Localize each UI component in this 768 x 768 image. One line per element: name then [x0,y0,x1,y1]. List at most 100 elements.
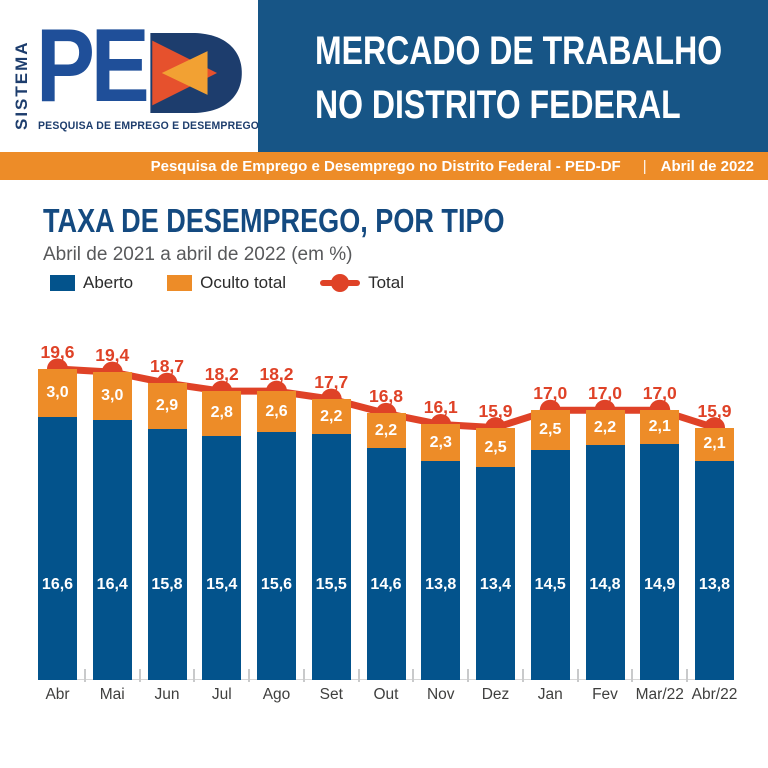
bar-aberto-Abr/22 [695,460,734,680]
bar-aberto-Jul [202,435,242,680]
value-label-aberto-Nov: 13,8 [425,576,457,593]
bar-oculto-Mai [92,372,132,420]
banner-strip: Pesquisa de Emprego e Desemprego no Dist… [0,152,768,180]
value-label-aberto-Abr/22: 13,8 [698,576,731,593]
x-axis-label-Jun: Jun [154,686,180,703]
bar-oculto-Mar/22 [640,410,680,444]
value-label-aberto-Jan: 14,5 [534,576,566,593]
value-label-total-Nov: 16,1 [423,397,458,418]
bar-oculto-Ago [257,391,296,433]
x-axis-label-Mar/22: Mar/22 [635,686,684,703]
header-title-line1: MERCADO DE TRABALHO [315,29,723,73]
value-label-total-Fev: 17,0 [587,383,623,404]
value-label-total-Abr/22: 15,9 [697,400,732,421]
x-axis-label-Mai: Mai [99,686,125,703]
value-label-oculto-Nov: 2,3 [429,433,452,451]
value-label-aberto-Abr: 16,6 [41,576,74,593]
value-label-total-Mai: 19,4 [95,345,130,366]
value-label-oculto-Jun: 2,9 [155,397,179,415]
x-axis-tick [83,669,86,682]
bar-oculto-Jul [202,391,242,436]
x-axis-label-Fev: Fev [592,686,618,703]
x-axis-tick [248,669,251,682]
bar-oculto-Jan [530,410,570,450]
legend-item-total: Total [320,273,404,293]
value-label-oculto-Out: 2,2 [374,421,398,439]
legend-item-aberto: Aberto [50,273,133,293]
bar-aberto-Nov [421,460,461,680]
bar-oculto-Abr [38,368,77,417]
legend-line-dot-icon [320,274,361,292]
logo-sistema-text: SISTEMA [12,40,31,130]
bar-oculto-Set [311,399,351,434]
banner-text: Pesquisa de Emprego e Desemprego no Dist… [150,157,621,175]
value-label-total-Dez: 15,9 [478,400,513,421]
bar-aberto-Jan [530,449,570,680]
bar-oculto-Abr/22 [695,427,734,461]
x-axis-label-Ago: Ago [262,686,291,703]
value-label-oculto-Jan: 2,5 [539,421,562,439]
value-label-aberto-Mar/22: 14,9 [644,576,676,593]
value-label-aberto-Mai: 16,4 [96,576,128,593]
legend-label-total: Total [368,273,405,292]
banner-separator: | [642,157,647,175]
header-title-line2: NO DISTRITO FEDERAL [315,83,681,127]
value-label-oculto-Abr/22: 2,1 [703,435,726,453]
value-label-total-Ago: 18,2 [259,364,294,385]
value-label-oculto-Abr: 3,0 [46,383,69,401]
x-axis-label-Abr: Abr [45,686,70,703]
value-label-oculto-Mai: 3,0 [101,386,124,404]
x-axis-label-Set: Set [319,686,343,703]
x-axis-label-Out: Out [373,686,399,703]
value-label-total-Set: 17,7 [314,372,349,393]
legend-label-oculto: Oculto total [200,273,287,292]
bar-aberto-Mar/22 [640,443,680,680]
bar-aberto-Dez [476,467,515,680]
x-axis-label-Jul: Jul [211,686,232,703]
value-label-oculto-Mar/22: 2,1 [648,417,671,435]
x-axis-tick [686,669,689,682]
chart-legend: Aberto Oculto total Total [50,273,404,293]
chart-title: TAXA DE DESEMPREGO, POR TIPO [43,202,505,239]
legend-swatch-aberto [50,275,75,291]
bar-oculto-Jun [147,383,187,430]
bar-oculto-Fev [585,410,625,446]
logo-tagline: PESQUISA DE EMPREGO E DESEMPREGO [38,120,260,132]
legend-swatch-oculto [167,275,193,291]
value-label-total-Jul: 18,2 [204,364,239,385]
value-label-aberto-Set: 15,5 [315,576,347,593]
chart-subtitle: Abril de 2021 a abril de 2022 (em %) [43,244,353,265]
x-axis-tick [302,669,305,682]
bar-aberto-Ago [257,432,296,680]
value-label-aberto-Jul: 15,4 [206,576,238,593]
chart-plot: 3,0 16,6 19,6 Abr 3,0 16,4 19,4 Mai 2,9 15,8 18,7 J… [38,330,737,703]
x-axis-label-Abr/22: Abr/22 [691,686,738,703]
x-axis-label-Nov: Nov [426,686,455,703]
value-label-oculto-Jul: 2,8 [210,404,233,422]
value-label-total-Abr: 19,6 [40,341,75,362]
bar-oculto-Out [366,413,406,449]
bar-oculto-Dez [476,427,515,468]
bar-aberto-Jun [147,429,187,680]
x-axis-label-Dez: Dez [481,686,510,703]
x-axis-tick [521,669,524,682]
logo-pe-letters: PE [36,8,150,124]
header: MERCADO DE TRABALHO NO DISTRITO FEDERAL [258,0,768,152]
ped-logo: SISTEMA PE PESQUISA DE EMPREGO E DESEMPR… [0,0,260,152]
value-label-aberto-Fev: 14,8 [589,576,621,593]
legend-item-oculto: Oculto total [167,273,286,293]
value-label-aberto-Jun: 15,8 [151,576,183,593]
legend-label-aberto: Aberto [83,273,134,292]
value-label-oculto-Fev: 2,2 [593,418,617,436]
bar-aberto-Fev [585,445,625,680]
logo-d-arrow-icon [150,33,242,113]
bar-aberto-Mai [92,419,132,680]
x-axis-tick [631,669,634,682]
x-axis-tick [138,669,141,682]
value-label-oculto-Dez: 2,5 [484,438,507,456]
value-label-oculto-Ago: 2,6 [265,402,288,420]
bar-aberto-Abr [38,416,77,680]
value-label-total-Jun: 18,7 [149,356,185,377]
value-label-total-Jan: 17,0 [533,383,568,404]
x-axis-label-Jan: Jan [537,686,563,703]
